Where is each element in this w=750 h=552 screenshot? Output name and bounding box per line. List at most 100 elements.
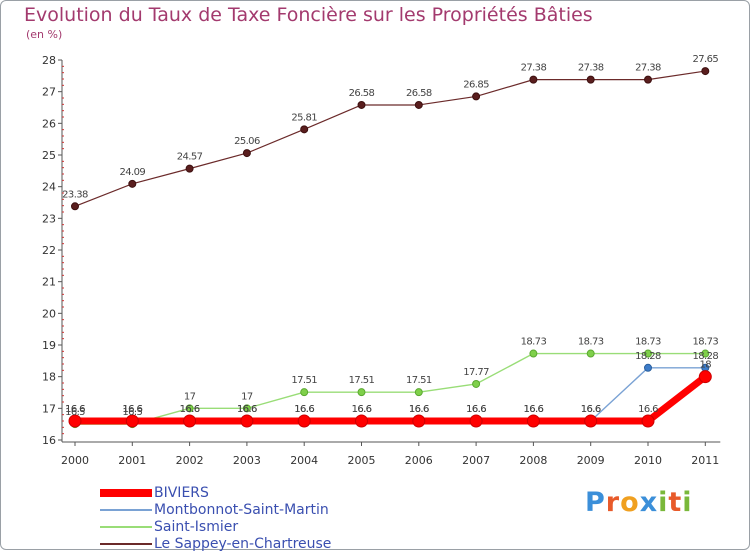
data-label-le-sappey-en-chartreuse: 26.58 <box>349 88 375 99</box>
data-point-saint-ismier <box>357 388 366 397</box>
data-point-biviers <box>412 414 426 428</box>
data-label-biviers: 16.6 <box>237 404 257 415</box>
data-label-saint-ismier: 16.5 <box>65 407 85 418</box>
legend-label: BIVIERS <box>154 484 209 501</box>
data-point-le-sappey-en-chartreuse <box>128 179 137 188</box>
y-tick-label: 17 <box>42 402 56 415</box>
data-label-montbonnot-saint-martin: 16.6 <box>409 404 429 415</box>
data-point-biviers <box>469 414 483 428</box>
data-label-biviers: 16.6 <box>352 404 372 415</box>
data-point-le-sappey-en-chartreuse <box>71 202 79 211</box>
data-point-le-sappey-en-chartreuse <box>529 75 538 84</box>
data-point-saint-ismier <box>644 349 652 358</box>
data-label-saint-ismier: 18.73 <box>578 337 604 348</box>
data-label-biviers: 16.6 <box>638 404 658 415</box>
chart-title: Evolution du Taux de Taxe Foncière sur l… <box>24 4 593 26</box>
data-point-saint-ismier <box>414 388 423 397</box>
x-tick-label: 2008 <box>519 454 547 467</box>
data-point-biviers <box>584 414 598 428</box>
data-point-montbonnot-saint-martin <box>644 363 652 372</box>
legend-item: Saint-Ismier <box>100 518 331 535</box>
data-label-montbonnot-saint-martin: 16.6 <box>523 404 543 415</box>
data-label-biviers: 16.6 <box>523 404 543 415</box>
logo-letter: P <box>585 487 606 518</box>
data-point-biviers <box>355 414 368 428</box>
data-label-montbonnot-saint-martin: 16.6 <box>65 404 85 415</box>
data-point-biviers <box>125 414 139 428</box>
data-label-montbonnot-saint-martin: 18.28 <box>635 351 661 362</box>
logo-letter: o <box>620 487 640 518</box>
data-label-montbonnot-saint-martin: 18.28 <box>692 351 718 362</box>
data-label-montbonnot-saint-martin: 16.6 <box>294 404 314 415</box>
data-point-saint-ismier <box>472 379 481 388</box>
y-tick-label: 28 <box>42 54 56 67</box>
data-label-saint-ismier: 18.73 <box>521 337 547 348</box>
legend-swatch <box>100 508 152 511</box>
data-label-le-sappey-en-chartreuse: 23.38 <box>62 189 88 200</box>
data-point-saint-ismier <box>586 349 595 358</box>
x-tick-label: 2004 <box>290 454 318 467</box>
data-label-biviers: 16.6 <box>65 404 85 415</box>
data-label-montbonnot-saint-martin: 16.6 <box>352 404 372 415</box>
data-label-montbonnot-saint-martin: 16.6 <box>122 404 142 415</box>
data-label-saint-ismier: 18.73 <box>635 337 661 348</box>
y-axis-unit-label: (en %) <box>26 28 63 41</box>
data-label-le-sappey-en-chartreuse: 25.06 <box>234 136 260 147</box>
data-label-le-sappey-en-chartreuse: 27.38 <box>521 63 547 74</box>
proxiti-logo: Proxiti <box>585 487 693 518</box>
data-point-biviers <box>698 370 712 384</box>
data-point-biviers <box>297 414 311 428</box>
data-point-le-sappey-en-chartreuse <box>472 92 481 101</box>
x-tick-label: 2009 <box>577 454 605 467</box>
logo-letter: i <box>658 487 669 518</box>
legend-label: Le Sappey-en-Chartreuse <box>154 535 332 552</box>
data-label-saint-ismier: 18.73 <box>692 337 718 348</box>
data-label-montbonnot-saint-martin: 16.6 <box>180 404 200 415</box>
data-point-saint-ismier <box>242 404 251 413</box>
data-point-saint-ismier <box>300 388 309 397</box>
line-chart: 16 17 18 19 20 21 22 23 24 25 26 27 28 2000 2001 2002 20… <box>42 54 721 467</box>
x-tick-label: 2006 <box>405 454 433 467</box>
y-tick-label: 25 <box>42 149 56 162</box>
data-label-biviers: 16.6 <box>180 404 200 415</box>
data-label-le-sappey-en-chartreuse: 25.81 <box>291 112 317 123</box>
y-tick-label: 27 <box>42 86 56 99</box>
data-label-montbonnot-saint-martin: 16.6 <box>466 404 486 415</box>
data-label-le-sappey-en-chartreuse: 27.65 <box>692 54 718 65</box>
series-line-saint-ismier <box>74 352 706 425</box>
data-point-saint-ismier <box>185 404 194 413</box>
y-tick-label: 22 <box>42 244 56 257</box>
legend-swatch <box>100 542 152 545</box>
data-label-saint-ismier: 17.51 <box>291 375 317 386</box>
x-tick-label: 2003 <box>233 454 261 467</box>
data-point-le-sappey-en-chartreuse <box>357 100 366 109</box>
logo-letter: i <box>682 487 693 518</box>
data-label-le-sappey-en-chartreuse: 24.09 <box>119 167 145 178</box>
legend-swatch <box>100 488 152 497</box>
legend-item: Le Sappey-en-Chartreuse <box>100 535 331 552</box>
y-tick-label: 26 <box>42 117 56 130</box>
data-label-le-sappey-en-chartreuse: 26.58 <box>406 88 432 99</box>
legend: BIVIERS Montbonnot-Saint-Martin Saint-Ismi… <box>100 484 331 552</box>
data-label-le-sappey-en-chartreuse: 27.38 <box>635 63 661 74</box>
x-tick-label: 2007 <box>462 454 490 467</box>
data-label-saint-ismier: 17 <box>241 391 253 402</box>
x-tick-label: 2010 <box>634 454 662 467</box>
y-tick-label: 18 <box>42 371 56 384</box>
logo-letter: x <box>639 487 659 518</box>
data-label-saint-ismier: 17.51 <box>349 375 375 386</box>
y-tick-label: 16 <box>42 434 56 447</box>
data-label-biviers: 16.6 <box>466 404 486 415</box>
data-label-biviers: 16.6 <box>294 404 314 415</box>
x-tick-label: 2000 <box>61 454 89 467</box>
data-point-biviers <box>526 414 540 428</box>
data-point-biviers <box>641 414 655 428</box>
logo-letter: t <box>668 487 683 518</box>
y-tick-label: 20 <box>42 307 56 320</box>
y-tick-label: 24 <box>42 181 56 194</box>
legend-item: Montbonnot-Saint-Martin <box>100 501 331 518</box>
y-tick-label: 23 <box>42 212 56 225</box>
data-point-le-sappey-en-chartreuse <box>242 149 251 158</box>
series-line-le-sappey-en-chartreuse <box>74 70 706 207</box>
legend-item: BIVIERS <box>100 484 331 501</box>
